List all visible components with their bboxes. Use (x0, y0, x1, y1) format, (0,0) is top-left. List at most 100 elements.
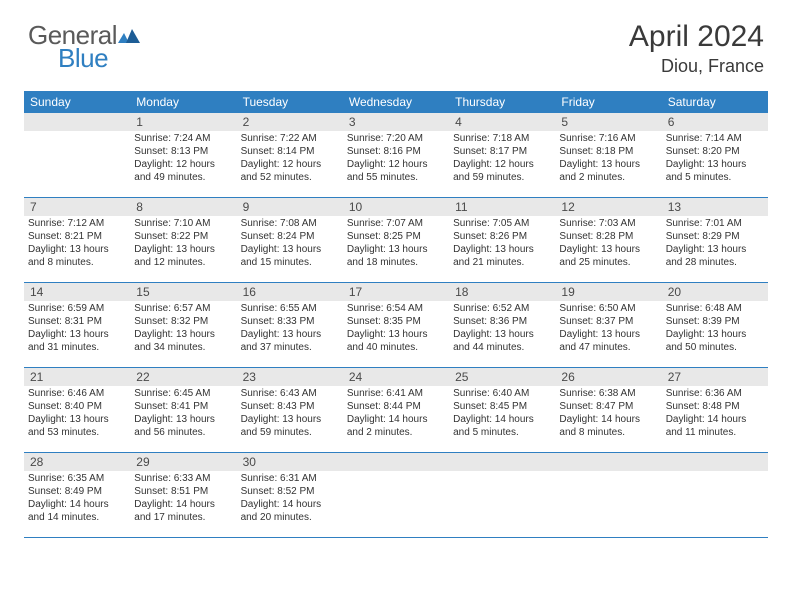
sunrise-text: Sunrise: 7:10 AM (134, 217, 232, 230)
daylight-text: Daylight: 13 hours and 28 minutes. (666, 243, 764, 269)
daylight-text: Daylight: 14 hours and 8 minutes. (559, 413, 657, 439)
week-row: 1Sunrise: 7:24 AMSunset: 8:13 PMDaylight… (24, 113, 768, 198)
daylight-text: Daylight: 13 hours and 18 minutes. (347, 243, 445, 269)
day-cell (555, 453, 661, 538)
day-number (449, 453, 555, 471)
day-cell (449, 453, 555, 538)
brand-logo: GeneralBlue (28, 20, 140, 74)
day-cell: 22Sunrise: 6:45 AMSunset: 8:41 PMDayligh… (130, 368, 236, 453)
daylight-text: Daylight: 13 hours and 8 minutes. (28, 243, 126, 269)
sunrise-text: Sunrise: 6:48 AM (666, 302, 764, 315)
daylight-text: Daylight: 13 hours and 5 minutes. (666, 158, 764, 184)
day-number: 25 (449, 368, 555, 386)
sunrise-text: Sunrise: 6:31 AM (241, 472, 339, 485)
sunrise-text: Sunrise: 7:07 AM (347, 217, 445, 230)
day-cell: 16Sunrise: 6:55 AMSunset: 8:33 PMDayligh… (237, 283, 343, 368)
sunrise-text: Sunrise: 6:33 AM (134, 472, 232, 485)
day-number: 1 (130, 113, 236, 131)
day-cell: 6Sunrise: 7:14 AMSunset: 8:20 PMDaylight… (662, 113, 768, 198)
day-number: 29 (130, 453, 236, 471)
daylight-text: Daylight: 13 hours and 21 minutes. (453, 243, 551, 269)
sunset-text: Sunset: 8:45 PM (453, 400, 551, 413)
sunrise-text: Sunrise: 7:14 AM (666, 132, 764, 145)
sunset-text: Sunset: 8:24 PM (241, 230, 339, 243)
day-cell: 10Sunrise: 7:07 AMSunset: 8:25 PMDayligh… (343, 198, 449, 283)
day-number: 14 (24, 283, 130, 301)
day-number: 13 (662, 198, 768, 216)
day-number: 22 (130, 368, 236, 386)
day-number: 9 (237, 198, 343, 216)
sunset-text: Sunset: 8:17 PM (453, 145, 551, 158)
week-row: 21Sunrise: 6:46 AMSunset: 8:40 PMDayligh… (24, 368, 768, 453)
daylight-text: Daylight: 13 hours and 44 minutes. (453, 328, 551, 354)
sunset-text: Sunset: 8:21 PM (28, 230, 126, 243)
sunrise-text: Sunrise: 7:16 AM (559, 132, 657, 145)
sunset-text: Sunset: 8:36 PM (453, 315, 551, 328)
sunset-text: Sunset: 8:32 PM (134, 315, 232, 328)
sunset-text: Sunset: 8:31 PM (28, 315, 126, 328)
sunrise-text: Sunrise: 6:50 AM (559, 302, 657, 315)
brand-blue: Blue (58, 43, 140, 74)
day-number: 19 (555, 283, 661, 301)
day-cell: 28Sunrise: 6:35 AMSunset: 8:49 PMDayligh… (24, 453, 130, 538)
daylight-text: Daylight: 13 hours and 15 minutes. (241, 243, 339, 269)
day-number: 30 (237, 453, 343, 471)
sunset-text: Sunset: 8:25 PM (347, 230, 445, 243)
day-header-row: SundayMondayTuesdayWednesdayThursdayFrid… (24, 91, 768, 113)
day-cell: 9Sunrise: 7:08 AMSunset: 8:24 PMDaylight… (237, 198, 343, 283)
day-cell: 14Sunrise: 6:59 AMSunset: 8:31 PMDayligh… (24, 283, 130, 368)
sunrise-text: Sunrise: 6:43 AM (241, 387, 339, 400)
day-header: Monday (130, 91, 236, 113)
day-cell (343, 453, 449, 538)
daylight-text: Daylight: 14 hours and 2 minutes. (347, 413, 445, 439)
daylight-text: Daylight: 14 hours and 17 minutes. (134, 498, 232, 524)
sunrise-text: Sunrise: 7:08 AM (241, 217, 339, 230)
calendar: SundayMondayTuesdayWednesdayThursdayFrid… (24, 91, 768, 538)
sunrise-text: Sunrise: 7:12 AM (28, 217, 126, 230)
sunset-text: Sunset: 8:49 PM (28, 485, 126, 498)
day-header: Wednesday (343, 91, 449, 113)
day-number: 18 (449, 283, 555, 301)
sunset-text: Sunset: 8:14 PM (241, 145, 339, 158)
daylight-text: Daylight: 14 hours and 11 minutes. (666, 413, 764, 439)
daylight-text: Daylight: 14 hours and 20 minutes. (241, 498, 339, 524)
day-cell: 19Sunrise: 6:50 AMSunset: 8:37 PMDayligh… (555, 283, 661, 368)
daylight-text: Daylight: 13 hours and 50 minutes. (666, 328, 764, 354)
sunset-text: Sunset: 8:35 PM (347, 315, 445, 328)
month-title: April 2024 (629, 20, 764, 54)
sunset-text: Sunset: 8:39 PM (666, 315, 764, 328)
sunset-text: Sunset: 8:18 PM (559, 145, 657, 158)
sunset-text: Sunset: 8:41 PM (134, 400, 232, 413)
day-number: 21 (24, 368, 130, 386)
week-row: 14Sunrise: 6:59 AMSunset: 8:31 PMDayligh… (24, 283, 768, 368)
header: GeneralBlue April 2024 Diou, France (0, 0, 792, 85)
daylight-text: Daylight: 13 hours and 40 minutes. (347, 328, 445, 354)
daylight-text: Daylight: 13 hours and 2 minutes. (559, 158, 657, 184)
day-cell: 26Sunrise: 6:38 AMSunset: 8:47 PMDayligh… (555, 368, 661, 453)
daylight-text: Daylight: 12 hours and 59 minutes. (453, 158, 551, 184)
sunset-text: Sunset: 8:43 PM (241, 400, 339, 413)
day-header: Sunday (24, 91, 130, 113)
day-cell: 4Sunrise: 7:18 AMSunset: 8:17 PMDaylight… (449, 113, 555, 198)
day-number: 26 (555, 368, 661, 386)
daylight-text: Daylight: 13 hours and 31 minutes. (28, 328, 126, 354)
sunrise-text: Sunrise: 6:57 AM (134, 302, 232, 315)
day-number: 6 (662, 113, 768, 131)
day-number: 17 (343, 283, 449, 301)
day-cell: 18Sunrise: 6:52 AMSunset: 8:36 PMDayligh… (449, 283, 555, 368)
daylight-text: Daylight: 13 hours and 34 minutes. (134, 328, 232, 354)
sunrise-text: Sunrise: 6:40 AM (453, 387, 551, 400)
day-number (555, 453, 661, 471)
sunset-text: Sunset: 8:28 PM (559, 230, 657, 243)
daylight-text: Daylight: 12 hours and 55 minutes. (347, 158, 445, 184)
day-number: 7 (24, 198, 130, 216)
day-cell: 11Sunrise: 7:05 AMSunset: 8:26 PMDayligh… (449, 198, 555, 283)
sunrise-text: Sunrise: 7:05 AM (453, 217, 551, 230)
day-number: 27 (662, 368, 768, 386)
day-cell: 1Sunrise: 7:24 AMSunset: 8:13 PMDaylight… (130, 113, 236, 198)
sunrise-text: Sunrise: 6:46 AM (28, 387, 126, 400)
sunrise-text: Sunrise: 7:03 AM (559, 217, 657, 230)
day-cell: 17Sunrise: 6:54 AMSunset: 8:35 PMDayligh… (343, 283, 449, 368)
sunset-text: Sunset: 8:33 PM (241, 315, 339, 328)
sunset-text: Sunset: 8:52 PM (241, 485, 339, 498)
